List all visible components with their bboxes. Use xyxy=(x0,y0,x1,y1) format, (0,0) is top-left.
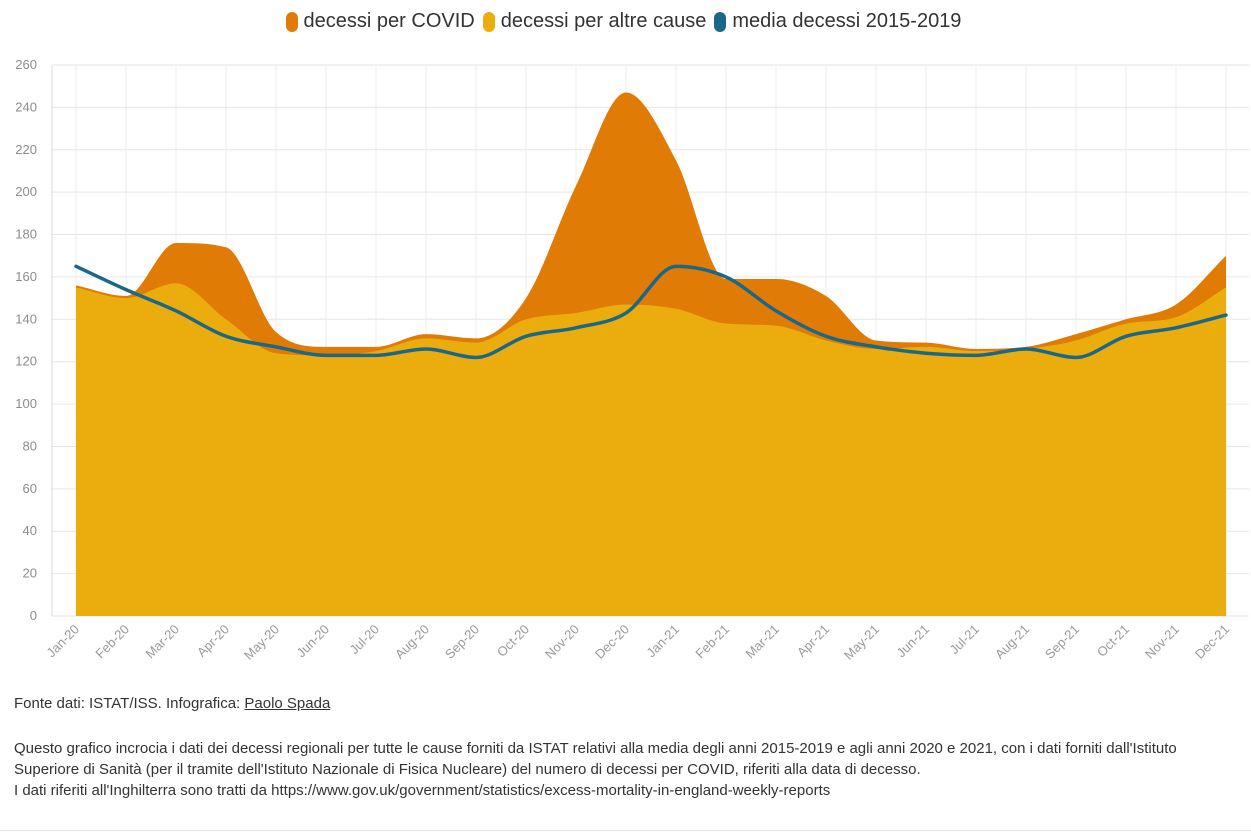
x-tick-label: Mar-20 xyxy=(142,622,182,662)
x-tick-label: Jan-20 xyxy=(43,622,82,661)
y-tick-label: 260 xyxy=(15,57,37,72)
legend-item-covid[interactable]: decessi per COVID xyxy=(285,10,475,33)
x-tick-label: Apr-20 xyxy=(194,622,232,660)
chart-lines xyxy=(74,264,1228,360)
y-tick-label: 120 xyxy=(15,354,37,369)
x-tick-label: Sep-20 xyxy=(442,622,482,662)
y-tick-label: 60 xyxy=(23,481,37,496)
area-decessi-altre-cause[interactable] xyxy=(76,283,1226,616)
x-tick-label: Feb-20 xyxy=(92,622,132,662)
legend-swatch-other-causes xyxy=(482,11,495,32)
legend-swatch-covid xyxy=(285,11,298,32)
y-tick-label: 180 xyxy=(15,227,37,242)
x-tick-label: Feb-21 xyxy=(692,622,732,662)
chart-notes: Questo grafico incrocia i dati dei deces… xyxy=(14,738,1239,801)
x-tick-label: Oct-21 xyxy=(1094,622,1132,660)
legend-label-average: media decessi 2015-2019 xyxy=(732,10,962,32)
chart-areas xyxy=(76,92,1226,617)
x-tick-label: May-21 xyxy=(841,622,882,663)
y-tick-label: 40 xyxy=(23,523,37,538)
source-text: Fonte dati: ISTAT/ISS. Infografica: xyxy=(14,695,245,712)
y-tick-label: 0 xyxy=(30,608,37,623)
y-tick-label: 160 xyxy=(15,269,37,284)
y-tick-label: 20 xyxy=(23,566,37,581)
x-tick-label: Dec-21 xyxy=(1192,622,1232,662)
x-axis: Jan-20 Feb-20 Mar-20 Apr-20 May-20 Jun-20 Jul-… xyxy=(43,622,1232,663)
note-source-line: I dati riferiti all'Inghilterra sono tra… xyxy=(14,782,831,799)
x-tick-label: Jan-21 xyxy=(643,622,682,661)
legend-item-average[interactable]: media decessi 2015-2019 xyxy=(714,10,961,33)
author-link[interactable]: Paolo Spada xyxy=(244,695,331,712)
x-tick-label: Sep-21 xyxy=(1042,622,1082,662)
legend-label-other-causes: decessi per altre cause xyxy=(500,10,707,32)
footer-divider xyxy=(0,830,1251,831)
y-tick-label: 240 xyxy=(15,99,37,114)
legend-label-covid: decessi per COVID xyxy=(303,10,475,32)
x-tick-label: Nov-20 xyxy=(542,622,582,662)
source-credit: Fonte dati: ISTAT/ISS. Infografica: Paol… xyxy=(14,695,330,712)
note-paragraph: Questo grafico incrocia i dati dei deces… xyxy=(14,740,1177,778)
x-tick-label: Oct-20 xyxy=(494,622,532,660)
x-tick-label: Jul-21 xyxy=(946,622,982,658)
legend-swatch-average xyxy=(714,11,727,32)
y-tick-label: 220 xyxy=(15,142,37,157)
y-tick-label: 80 xyxy=(23,438,37,453)
x-tick-label: Apr-21 xyxy=(794,622,832,660)
line-media-decessi[interactable] xyxy=(74,264,1228,360)
x-tick-label: Jun-20 xyxy=(293,622,332,661)
chart-legend: decessi per COVID decessi per altre caus… xyxy=(0,10,1251,33)
x-tick-label: Jul-20 xyxy=(346,622,382,658)
x-tick-label: Nov-21 xyxy=(1142,622,1182,662)
x-tick-label: Dec-20 xyxy=(592,622,632,662)
x-tick-label: Jun-21 xyxy=(893,622,932,661)
y-axis: 0 20 40 60 80 100 120 140 160 180 200 220 240 260 xyxy=(15,57,37,623)
legend-item-other-causes[interactable]: decessi per altre cause xyxy=(482,10,707,33)
x-tick-label: Mar-21 xyxy=(742,622,782,662)
area-chart: 0 20 40 60 80 100 120 140 160 180 200 220 240 260 Jan… xyxy=(15,57,1249,663)
y-tick-label: 140 xyxy=(15,311,37,326)
x-tick-label: Aug-20 xyxy=(392,622,432,662)
y-tick-label: 200 xyxy=(15,184,37,199)
x-tick-label: Aug-21 xyxy=(992,622,1032,662)
x-tick-label: May-20 xyxy=(241,622,282,663)
y-tick-label: 100 xyxy=(15,396,37,411)
